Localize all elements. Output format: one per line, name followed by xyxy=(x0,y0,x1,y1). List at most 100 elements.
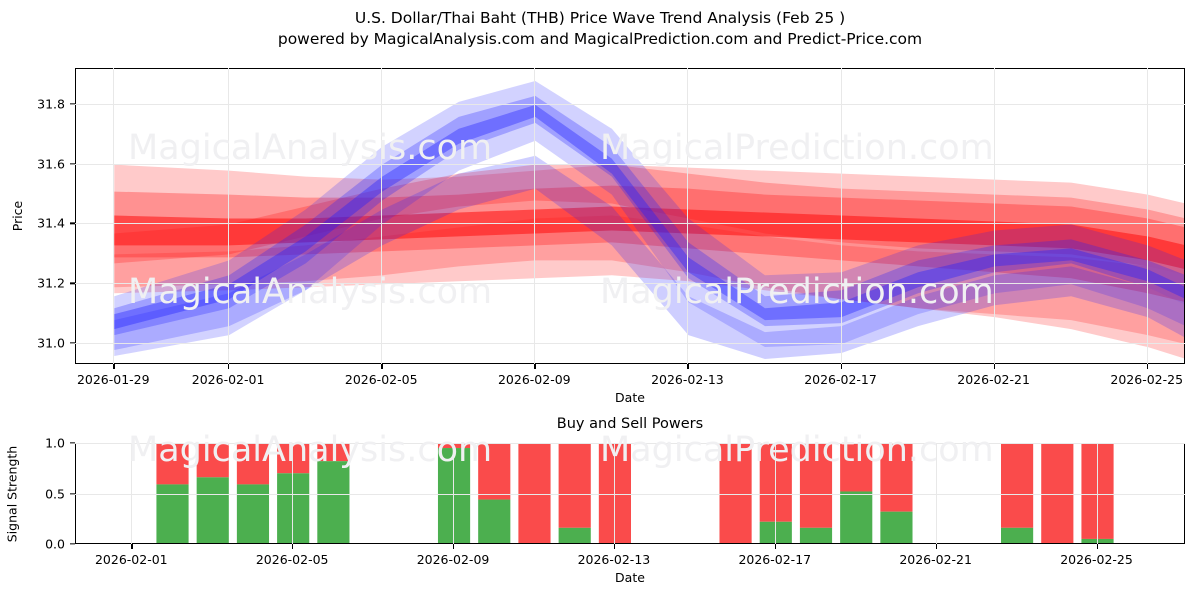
x-axis-tick-label: 2026-02-05 xyxy=(344,372,418,387)
sell-power-segment xyxy=(277,444,310,474)
page-title: U.S. Dollar/Thai Baht (THB) Price Wave T… xyxy=(354,9,846,27)
gridline-horizontal xyxy=(75,493,1185,495)
x-axis-tick-mark xyxy=(687,364,689,369)
signal-bar xyxy=(1001,444,1034,543)
gridline-vertical xyxy=(840,68,842,364)
sell-power-segment xyxy=(880,444,913,512)
signal-bar xyxy=(317,444,350,543)
signal-bar xyxy=(840,444,873,543)
gridline-vertical xyxy=(381,68,383,364)
x-axis-tick-label: 2026-02-21 xyxy=(957,372,1030,387)
signal-bar xyxy=(799,444,833,543)
y-axis-tick-mark xyxy=(70,492,75,495)
buy-sell-powers-title: Buy and Sell Powers xyxy=(556,416,704,432)
sell-power-segment xyxy=(236,444,270,485)
sell-power-segment xyxy=(317,444,350,462)
x-axis-tick-mark xyxy=(840,364,842,369)
x-axis-tick-label: 2026-02-13 xyxy=(651,372,724,387)
buy-power-segment xyxy=(799,527,833,543)
page-subtitle: powered by MagicalAnalysis.com and Magic… xyxy=(277,30,923,48)
wave-band-blue-band-mid xyxy=(114,95,1184,336)
gridline-vertical xyxy=(687,68,689,364)
buy-power-segment xyxy=(317,461,350,543)
x-axis-tick-mark xyxy=(1146,364,1149,369)
x-axis-tick-mark xyxy=(131,544,133,549)
signal-bar xyxy=(759,444,792,543)
price-wave-svg xyxy=(114,80,1184,360)
x-axis-tick-label: 2026-02-17 xyxy=(738,552,812,567)
chart-title-block: U.S. Dollar/Thai Baht (THB) Price Wave T… xyxy=(0,8,1200,50)
wave-band-blue-band-core xyxy=(114,104,1184,330)
x-axis-tick-mark xyxy=(993,364,995,369)
buy-power-segment xyxy=(880,511,913,543)
buy-power-segment xyxy=(759,521,792,543)
buy-sell-powers-y-axis-label: Signal Strength xyxy=(4,445,20,542)
x-axis-tick-label: 2026-02-17 xyxy=(804,372,877,387)
x-axis-tick-mark xyxy=(935,544,937,549)
sell-power-segment xyxy=(437,444,471,449)
x-axis-tick-mark xyxy=(453,544,455,549)
x-axis-tick-label: 2026-02-05 xyxy=(255,552,329,567)
signal-bar xyxy=(277,444,310,543)
buy-power-segment xyxy=(840,491,873,543)
signal-bar xyxy=(558,444,591,543)
sell-power-segment xyxy=(196,444,229,478)
x-axis-tick-mark xyxy=(534,364,536,369)
y-axis-tick-label: 0.5 xyxy=(45,486,65,501)
gridline-vertical xyxy=(935,443,937,544)
sell-power-segment xyxy=(840,444,873,492)
x-axis-tick-label: 2026-02-13 xyxy=(577,552,651,567)
sell-power-segment xyxy=(156,444,189,485)
y-axis-tick-label: 1.0 xyxy=(45,435,65,451)
y-axis-tick-mark xyxy=(70,282,75,284)
price-wave-plot-area xyxy=(75,68,1185,364)
buy-power-segment xyxy=(196,477,229,543)
signal-bar xyxy=(196,444,229,543)
gridline-vertical xyxy=(113,68,115,364)
gridline-vertical xyxy=(453,443,455,544)
gridline-vertical xyxy=(228,68,230,364)
y-axis-tick-label: 0.0 xyxy=(45,536,65,552)
buy-power-segment xyxy=(277,473,310,543)
y-axis-tick-label: 31.4 xyxy=(37,215,65,231)
wave-band-blue-band-lower xyxy=(114,155,1184,360)
signal-bar xyxy=(437,444,471,543)
x-axis-tick-label: 2026-02-25 xyxy=(1060,552,1133,567)
x-axis-tick-label: 2026-02-01 xyxy=(191,372,265,387)
buy-power-segment xyxy=(1001,527,1034,543)
gridline-vertical xyxy=(1096,443,1098,544)
x-axis-tick-label: 2026-02-09 xyxy=(497,372,571,387)
y-axis-tick-mark xyxy=(70,163,75,165)
x-axis-tick-label: 2026-02-25 xyxy=(1110,372,1184,387)
gridline-vertical xyxy=(292,443,294,544)
buy-sell-powers-x-axis-label: Date xyxy=(615,570,645,585)
buy-power-segment xyxy=(558,527,591,543)
x-axis-tick-label: 2026-01-29 xyxy=(76,372,150,387)
price-wave-y-axis-label: Price xyxy=(9,200,25,232)
gridline-horizontal xyxy=(75,343,1185,345)
y-axis-tick-label: 31.6 xyxy=(37,156,65,172)
sell-power-segment xyxy=(558,444,591,528)
sell-power-segment xyxy=(759,444,792,522)
y-axis-tick-mark xyxy=(70,442,75,444)
gridline-horizontal xyxy=(75,443,1185,444)
buy-power-segment xyxy=(437,448,471,543)
gridline-vertical xyxy=(774,443,776,544)
x-axis-tick-mark xyxy=(1096,544,1098,549)
buy-power-segment xyxy=(478,499,511,543)
x-axis-tick-mark xyxy=(228,364,230,369)
signal-bar xyxy=(880,444,913,543)
x-axis-tick-mark xyxy=(774,544,777,549)
y-axis-tick-mark xyxy=(70,222,75,225)
y-axis-tick-label: 31.0 xyxy=(37,335,65,351)
sell-power-segment xyxy=(1001,444,1034,528)
x-axis-tick-label: 2026-02-01 xyxy=(94,552,168,567)
price-wave-x-axis-label: Date xyxy=(615,390,645,405)
gridline-vertical xyxy=(993,68,995,364)
y-axis-tick-label: 31.8 xyxy=(37,96,65,112)
gridline-horizontal xyxy=(75,283,1185,285)
gridline-horizontal xyxy=(75,163,1185,165)
gridline-vertical xyxy=(131,443,133,544)
x-axis-tick-label: 2026-02-21 xyxy=(899,552,972,567)
gridline-horizontal xyxy=(75,223,1185,225)
